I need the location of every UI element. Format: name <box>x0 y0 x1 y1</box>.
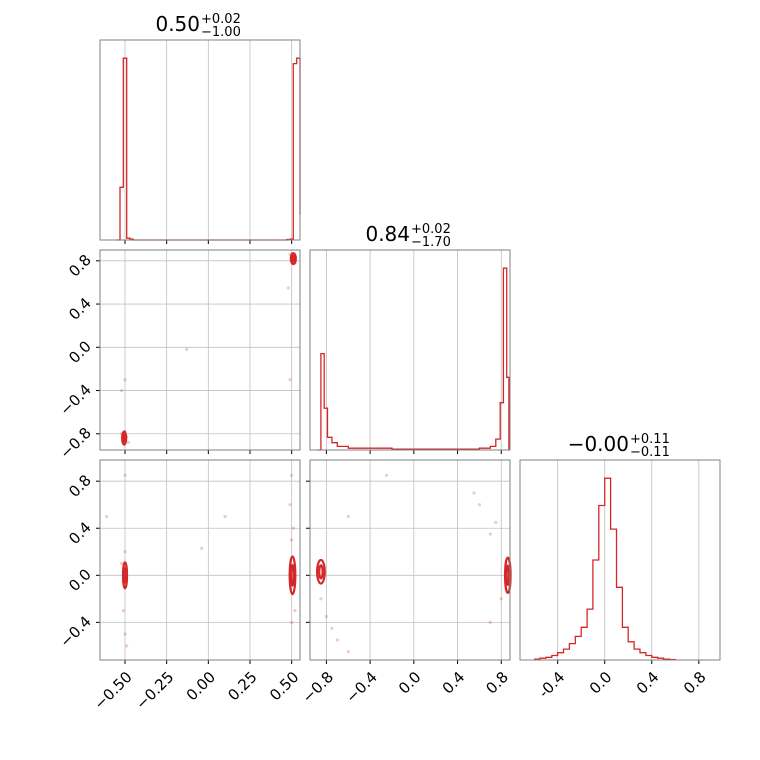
y-tick-label: 0.8 <box>65 471 95 501</box>
y-tick-label: 0.0 <box>65 565 95 595</box>
density-panel-2-0: −0.50−0.25 0.00 0.25 0.50 −0.4 0.0 0.4 0.8 <box>56 459 302 713</box>
sample-point <box>293 608 297 613</box>
sample-point <box>120 388 124 393</box>
sample-point <box>123 550 127 554</box>
sample-point <box>125 644 129 648</box>
sample-point <box>126 440 130 445</box>
density-contour-inner <box>318 564 324 580</box>
histogram-title-0: 0.50 +0.02 −1.00 <box>155 12 240 40</box>
panel-frame <box>99 39 301 241</box>
sample-point <box>494 520 498 524</box>
sample-point <box>384 473 389 477</box>
x-tick-label: 0.25 <box>224 668 260 704</box>
sample-point <box>499 597 503 601</box>
histogram-title-0-plus: +0.02 <box>201 12 241 27</box>
y-tick-label: 0.8 <box>65 251 95 281</box>
sample-point <box>200 546 204 550</box>
x-tick-label: 0.4 <box>633 668 663 698</box>
sample-point <box>346 650 350 654</box>
panel-frame <box>519 459 721 661</box>
histogram-panel-2: -0.4 0.0 0.4 0.8 <box>519 459 721 701</box>
sample-point <box>123 378 127 382</box>
density-contour-inner <box>122 567 127 584</box>
x-tick-label: 0.0 <box>586 668 616 698</box>
x-tick-label: −0.8 <box>299 668 337 706</box>
x-tick-label: 0.8 <box>680 668 710 698</box>
x-tick-label: 0.00 <box>183 668 219 704</box>
histogram-title-1: 0.84 +0.02 −1.70 <box>365 222 450 250</box>
histogram-title-2-plus: +0.11 <box>630 432 670 447</box>
density-contour-inner <box>290 563 295 587</box>
sample-point <box>472 491 476 495</box>
histogram-step-line <box>317 267 510 451</box>
sample-point <box>123 473 127 477</box>
histogram-step-line <box>534 477 676 661</box>
density-contour-inner <box>505 564 511 587</box>
density-contour <box>503 556 512 595</box>
histogram-title-1-plus: +0.02 <box>411 222 451 237</box>
histogram-panel-0 <box>99 39 301 244</box>
x-tick-label: 0.4 <box>439 668 469 698</box>
sample-point <box>330 626 334 630</box>
sample-point <box>488 532 492 536</box>
panel-frame <box>99 459 301 661</box>
x-tick-label: 0.50 <box>266 668 302 704</box>
sample-point <box>324 614 328 619</box>
sample-point <box>223 514 227 519</box>
histogram-title-0-minus: −1.00 <box>201 25 241 40</box>
histogram-title-2-value: −0.00 <box>568 432 629 456</box>
x-tick-label: 0.8 <box>482 668 512 698</box>
sample-point <box>290 538 294 542</box>
sample-point <box>346 514 350 519</box>
histogram-title-2: −0.00 +0.11 −0.11 <box>568 432 670 460</box>
sample-point <box>120 561 124 566</box>
panel-frame <box>309 459 511 661</box>
sample-point <box>335 638 339 642</box>
sample-point <box>288 503 292 507</box>
histogram-title-2-minus: −0.11 <box>630 445 670 460</box>
sample-point <box>290 620 294 624</box>
density-contour-inner <box>122 433 127 443</box>
histogram-title-0-value: 0.50 <box>155 12 200 36</box>
x-tick-label: −0.50 <box>91 668 136 713</box>
sample-point <box>319 597 323 601</box>
density-panel-2-1: −0.8 −0.4 0.0 0.4 0.8 <box>299 459 512 707</box>
y-tick-label: 0.0 <box>65 337 95 367</box>
density-contour <box>316 558 326 585</box>
y-tick-label: −0.4 <box>56 612 94 650</box>
sample-point <box>488 620 492 624</box>
sample-point <box>123 632 127 636</box>
density-panel-1-0: −0.8 −0.4 0.0 0.4 0.8 <box>56 249 301 462</box>
sample-point <box>105 514 109 519</box>
sample-point <box>291 526 295 530</box>
sample-point <box>477 503 481 507</box>
histogram-panel-1 <box>309 249 511 454</box>
sample-point <box>185 347 189 352</box>
sample-point <box>286 286 290 290</box>
x-tick-label: −0.4 <box>342 668 380 706</box>
y-tick-label: 0.4 <box>65 294 95 324</box>
sample-point <box>290 473 294 477</box>
density-contour <box>288 555 297 596</box>
y-tick-label: 0.4 <box>65 518 95 548</box>
x-tick-label: -0.4 <box>535 668 568 701</box>
sample-point <box>121 608 125 613</box>
y-tick-label: −0.4 <box>56 381 94 419</box>
histogram-title-1-value: 0.84 <box>365 222 410 246</box>
x-tick-label: −0.25 <box>132 668 177 713</box>
y-tick-label: −0.8 <box>56 424 94 462</box>
x-tick-label: 0.0 <box>395 668 425 698</box>
panel-frame <box>99 249 301 451</box>
sample-point <box>288 378 292 382</box>
histogram-title-1-minus: −1.70 <box>411 235 451 250</box>
density-contour <box>289 252 297 266</box>
panel-frame <box>309 249 511 451</box>
density-contour-inner <box>291 254 296 263</box>
